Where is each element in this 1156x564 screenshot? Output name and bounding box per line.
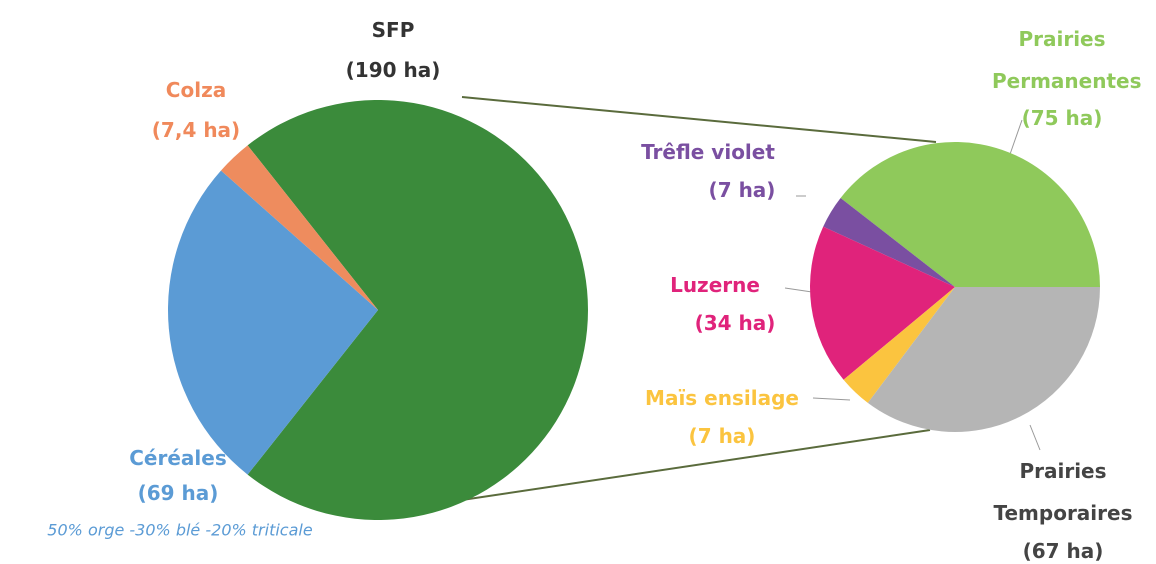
pie-slice (247, 100, 588, 521)
pie-slice (823, 197, 955, 287)
slice-value-label: (190 ha) (345, 58, 441, 82)
slice-value-label: (34 ha) (694, 311, 776, 335)
slice-label: SFP (371, 18, 415, 42)
pie-slice (843, 287, 955, 403)
slice-value-label: (67 ha) (1022, 539, 1104, 563)
slice-value-label: (75 ha) (1021, 106, 1103, 130)
connector-line (461, 96, 937, 143)
pie-slice (867, 287, 1100, 432)
pie-slice (168, 170, 378, 475)
leader-line (784, 287, 813, 293)
annotation: 50% orge -30% blé -20% triticale (47, 520, 313, 540)
slice-label: Luzerne (670, 273, 760, 297)
pie-slice (810, 226, 955, 380)
slice-label: Colza (165, 78, 227, 102)
pie-slice (221, 145, 378, 310)
slice-value-label: (69 ha) (137, 481, 219, 505)
leader-line (1029, 424, 1041, 451)
slice-label: Prairies Permanentes (992, 27, 1142, 93)
connector-line (461, 429, 931, 501)
slice-value-label: (7,4 ha) (151, 118, 241, 142)
slice-label: Maïs ensilage (645, 386, 799, 410)
leader-line (812, 397, 851, 401)
pie-slice (840, 142, 1100, 287)
slice-value-label: (7 ha) (708, 178, 776, 202)
slice-label: Trêfle violet (641, 140, 775, 164)
slice-label: Prairies Temporaires (993, 459, 1133, 525)
slice-value-label: (7 ha) (688, 424, 756, 448)
slice-label: Céréales (129, 446, 227, 470)
